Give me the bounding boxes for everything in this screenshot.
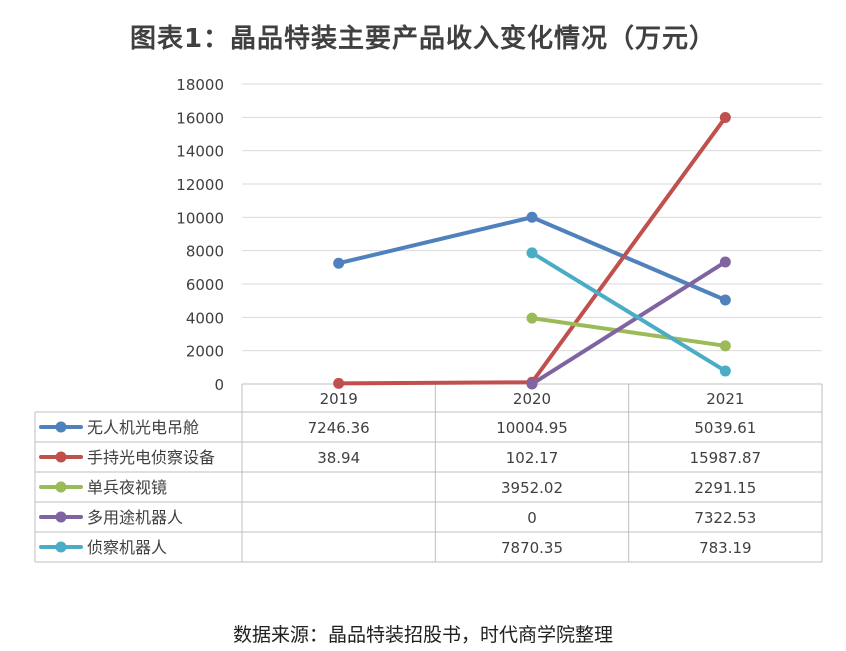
series-line [530, 259, 728, 386]
data-point [526, 211, 538, 223]
line-chart: 0 2000 4000 6000 8000 10000 12000 14000 16000 180… [34, 76, 823, 563]
data-point [719, 340, 731, 352]
data-point [526, 247, 538, 259]
legend-series-name: 多用途机器人 [87, 508, 183, 527]
legend-key-marker [55, 541, 67, 553]
y-tick-label: 12000 [176, 176, 224, 194]
table-cell-value: 38.94 [317, 449, 360, 467]
y-tick-label: 0 [214, 376, 224, 394]
data-point [333, 257, 345, 269]
data-point [526, 378, 538, 390]
y-tick-label: 4000 [186, 309, 224, 327]
y-tick-label: 10000 [176, 209, 224, 227]
table-cell-value: 7870.35 [501, 539, 563, 557]
table-cell-value: 102.17 [506, 449, 559, 467]
table-cell-value: 3952.02 [501, 479, 563, 497]
y-tick-label: 2000 [186, 343, 224, 361]
table-cell-value: 10004.95 [496, 419, 568, 437]
x-tick-label: 2019 [320, 390, 358, 408]
table-cell-value: 0 [527, 509, 537, 527]
y-tick-label: 6000 [186, 276, 224, 294]
source-note: 数据来源：晶品特装招股书，时代商学院整理 [232, 624, 613, 646]
legend-series-name: 单兵夜视镜 [87, 478, 167, 497]
y-tick-label: 18000 [176, 76, 224, 94]
data-point [719, 256, 731, 268]
data-point [719, 294, 731, 306]
series-line [336, 215, 728, 303]
legend-series-name: 无人机光电吊舱 [87, 418, 199, 437]
y-tick-label: 14000 [176, 143, 224, 161]
y-tick-label: 16000 [176, 109, 224, 127]
data-point [719, 112, 731, 124]
legend-key-marker [55, 511, 67, 523]
series-line [530, 250, 728, 373]
series-line [530, 316, 728, 348]
data-point [333, 377, 345, 389]
legend-series-name: 侦察机器人 [87, 538, 167, 557]
legend-series-name: 手持光电侦察设备 [87, 448, 215, 467]
legend-key-marker [55, 451, 67, 463]
table-cell-value: 783.19 [699, 539, 752, 557]
legend-key-marker [55, 481, 67, 493]
table-cell-value: 7246.36 [308, 419, 370, 437]
x-tick-label: 2020 [513, 390, 551, 408]
data-point [719, 365, 731, 377]
x-tick-label: 2021 [706, 390, 744, 408]
legend-key-marker [55, 421, 67, 433]
table-cell-value: 15987.87 [690, 449, 762, 467]
chart-title: 图表1：晶品特装主要产品收入变化情况（万元） [129, 24, 717, 54]
data-point [526, 312, 538, 324]
table-cell-value: 7322.53 [694, 509, 756, 527]
table-cell-value: 5039.61 [694, 419, 756, 437]
y-tick-label: 8000 [186, 243, 224, 261]
table-cell-value: 2291.15 [694, 479, 756, 497]
